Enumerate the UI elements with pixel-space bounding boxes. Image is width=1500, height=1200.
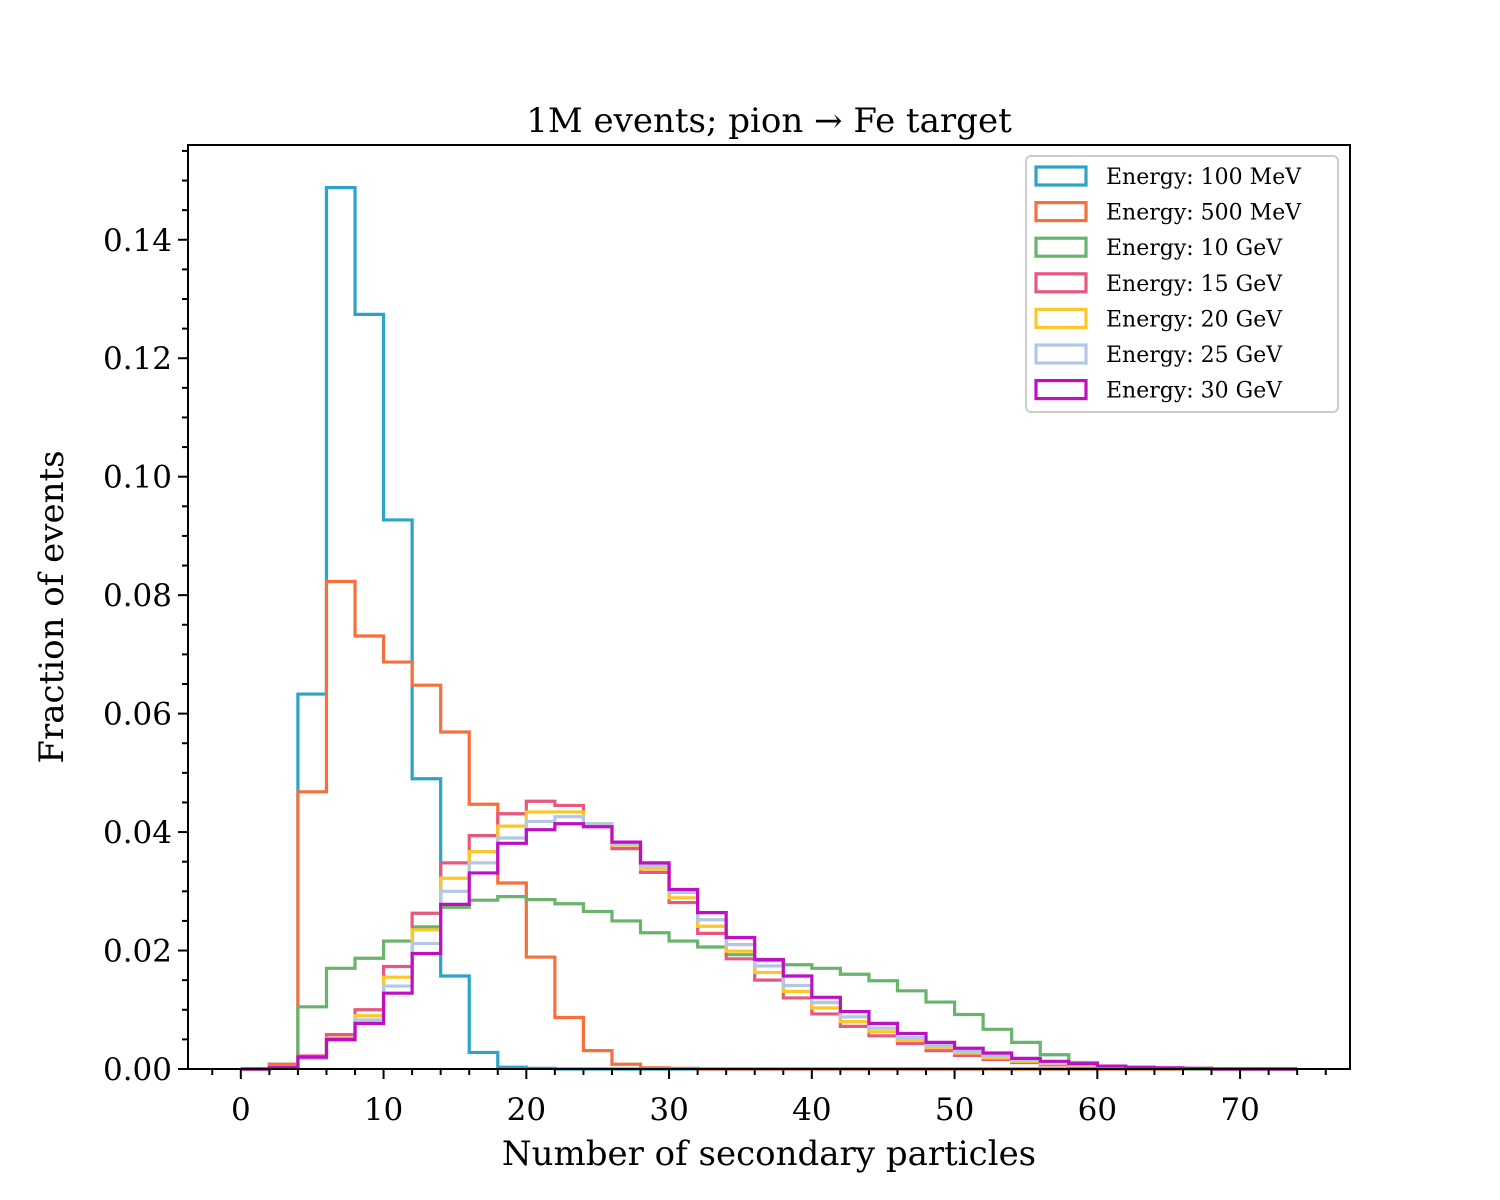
y-tick-label: 0.12 (103, 341, 172, 377)
series-line-6 (240, 822, 1298, 1071)
x-tick-label: 10 (364, 1092, 403, 1128)
x-tick-label: 0 (231, 1092, 251, 1128)
legend-label: Energy: 25 GeV (1106, 343, 1283, 368)
legend-label: Energy: 20 GeV (1106, 307, 1283, 332)
legend: Energy: 100 MeV Energy: 500 MeV Energy: 10… (1025, 155, 1339, 413)
x-tick-label: 50 (935, 1092, 974, 1128)
x-tick-label: 40 (792, 1092, 831, 1128)
legend-label: Energy: 100 MeV (1106, 165, 1302, 190)
x-tick-label: 60 (1078, 1092, 1117, 1128)
legend-swatch (1034, 379, 1088, 401)
legend-entries: Energy: 100 MeV Energy: 500 MeV Energy: 10… (1034, 165, 1302, 404)
legend-swatch (1034, 236, 1088, 258)
legend-swatch (1034, 343, 1088, 365)
y-tick-label: 0.10 (103, 460, 172, 496)
legend-label: Energy: 500 MeV (1106, 201, 1302, 226)
y-tick-label: 0.00 (103, 1052, 172, 1088)
legend-swatch (1034, 307, 1088, 329)
y-axis-label: Fraction of events (32, 450, 72, 763)
y-axis: 0.00 0.02 0.04 0.06 0.08 0.10 0.12 0.14 (103, 149, 188, 1088)
series-layer (240, 186, 1298, 1071)
y-tick-label: 0.02 (103, 934, 172, 970)
x-axis: 0 10 20 30 40 50 60 70 (211, 1069, 1327, 1128)
legend-frame (1025, 155, 1339, 413)
legend-label: Energy: 15 GeV (1106, 272, 1283, 297)
legend-label: Energy: 30 GeV (1106, 379, 1283, 404)
y-tick-label: 0.08 (103, 578, 172, 614)
x-tick-label: 20 (507, 1092, 546, 1128)
plot-frame (187, 144, 1351, 1070)
y-tick-label: 0.06 (103, 697, 172, 733)
legend-swatch (1034, 272, 1088, 294)
legend-swatch (1034, 201, 1088, 223)
legend-swatch (1034, 165, 1088, 187)
x-tick-label: 30 (649, 1092, 688, 1128)
x-axis-label: Number of secondary particles (502, 1134, 1036, 1174)
y-tick-label: 0.04 (103, 815, 172, 851)
chart-title: 1M events; pion → Fe target (526, 101, 1012, 141)
legend-label: Energy: 10 GeV (1106, 236, 1283, 261)
x-tick-label: 70 (1220, 1092, 1259, 1128)
y-tick-label: 0.14 (103, 223, 172, 259)
